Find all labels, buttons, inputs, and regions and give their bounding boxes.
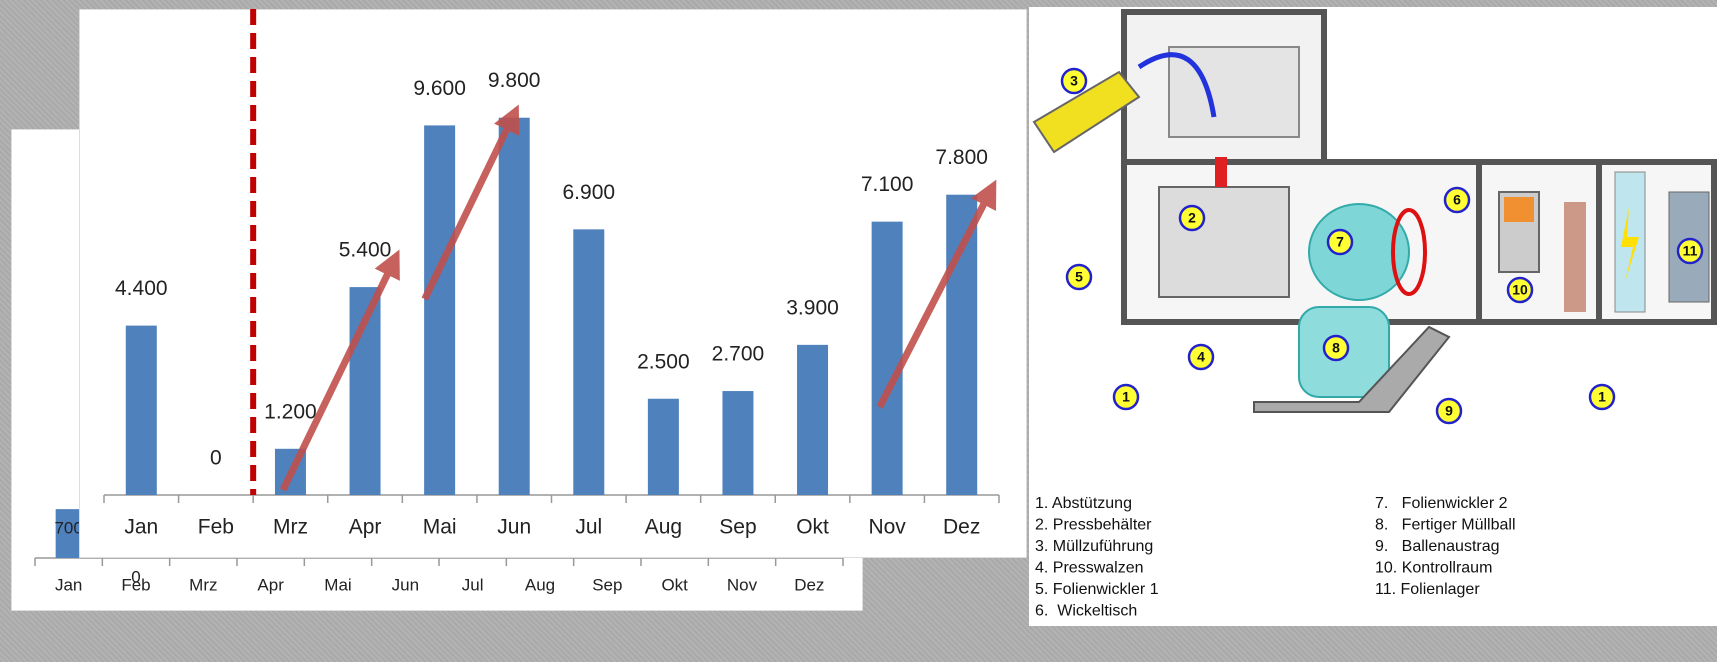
x-tick-label: Apr bbox=[349, 516, 382, 539]
x-tick-label: Dez bbox=[794, 575, 824, 594]
callout-number: 2 bbox=[1188, 210, 1196, 226]
x-tick-label: Nov bbox=[868, 516, 906, 539]
legend-item: 6. Wickeltisch bbox=[1035, 603, 1137, 620]
legend-item: 8. Fertiger Müllball bbox=[1375, 517, 1516, 534]
legend-item: 3. Müllzuführung bbox=[1035, 538, 1153, 555]
data-label: 9.600 bbox=[413, 77, 466, 100]
callout-circle bbox=[1060, 67, 1088, 95]
legend-item: 9. Ballenaustrag bbox=[1375, 538, 1500, 555]
legend-item: 5. Folienwickler 1 bbox=[1035, 581, 1159, 598]
callout-number: 3 bbox=[1070, 73, 1078, 89]
bar bbox=[424, 125, 456, 496]
x-tick-label: Sep bbox=[719, 516, 756, 539]
legend: 1. Abstützung 2. Pressbehälter 3. Müllzufü… bbox=[1035, 495, 1516, 620]
x-tick-label: Aug bbox=[525, 575, 555, 594]
bar bbox=[498, 117, 530, 495]
data-label: 9.800 bbox=[488, 69, 541, 92]
x-tick-label: Apr bbox=[257, 575, 284, 594]
data-label: 700 bbox=[54, 519, 82, 538]
callout-circle bbox=[1065, 263, 1093, 291]
legend-item: 10. Kontrollraum bbox=[1375, 560, 1492, 577]
x-tick-label: Feb bbox=[198, 516, 234, 539]
x-tick-label: Jan bbox=[55, 575, 82, 594]
data-label: 5.400 bbox=[339, 239, 392, 262]
callout-number: 11 bbox=[1683, 243, 1698, 259]
callout-circle bbox=[1322, 334, 1350, 362]
data-label: 2.500 bbox=[637, 350, 690, 373]
callout-circle bbox=[1326, 228, 1354, 256]
x-tick-label: Jun bbox=[497, 516, 531, 539]
trend-arrow bbox=[421, 104, 520, 301]
callout-circle bbox=[1676, 237, 1704, 265]
callout-number: 1 bbox=[1122, 389, 1130, 405]
legend-item: 7. Folienwickler 2 bbox=[1375, 495, 1508, 512]
bar bbox=[55, 509, 82, 558]
bar bbox=[125, 325, 157, 495]
legend-item: 4. Presswalzen bbox=[1035, 560, 1144, 577]
x-tick-label: Mai bbox=[324, 575, 351, 594]
x-tick-label: Mai bbox=[423, 516, 457, 539]
callout-number: 9 bbox=[1445, 403, 1453, 419]
x-tick-label: Sep bbox=[592, 575, 622, 594]
bar bbox=[797, 344, 829, 495]
x-tick-label: Jan bbox=[124, 516, 158, 539]
callout-circle bbox=[1588, 383, 1616, 411]
bar bbox=[647, 398, 679, 495]
legend-item: 1. Abstützung bbox=[1035, 495, 1132, 512]
data-label: 0 bbox=[131, 567, 140, 586]
chart-background bbox=[79, 9, 1027, 558]
x-tick-label: Mrz bbox=[189, 575, 217, 594]
x-tick-label: Jun bbox=[392, 575, 419, 594]
callout-number: 7 bbox=[1336, 234, 1344, 250]
x-tick-label: Jul bbox=[462, 575, 484, 594]
x-tick-label: Aug bbox=[645, 516, 682, 539]
x-tick-label: Jul bbox=[575, 516, 602, 539]
data-label: 2.700 bbox=[712, 343, 765, 366]
callout-number: 5 bbox=[1075, 269, 1083, 285]
x-tick-label: Dez bbox=[943, 516, 980, 539]
callout-circle bbox=[1178, 204, 1206, 232]
callout-number: 6 bbox=[1453, 192, 1461, 208]
data-label: 7.100 bbox=[861, 173, 914, 196]
x-tick-label: Nov bbox=[727, 575, 758, 594]
data-label: 6.900 bbox=[563, 181, 616, 204]
data-label: 1.200 bbox=[264, 400, 317, 423]
trend-arrow bbox=[876, 179, 997, 409]
callout-number: 8 bbox=[1332, 340, 1340, 356]
data-label: 0 bbox=[210, 447, 222, 470]
trend-arrow bbox=[279, 249, 400, 492]
x-tick-label: Mrz bbox=[273, 516, 308, 539]
callout-number: 1 bbox=[1598, 389, 1606, 405]
callout-number: 4 bbox=[1197, 349, 1205, 365]
bar bbox=[573, 229, 605, 495]
bar bbox=[722, 391, 754, 495]
legend-item: 2. Pressbehälter bbox=[1035, 517, 1152, 534]
front-chart: Jan 4.400 Feb 0 Mrz 1.200 Apr 5.400 Mai 9.600 Jun 9… bbox=[79, 9, 1027, 558]
callout-circle bbox=[1112, 383, 1140, 411]
callout-circle bbox=[1443, 186, 1471, 214]
x-tick-label: Okt bbox=[661, 575, 688, 594]
callout-circle bbox=[1187, 343, 1215, 371]
legend-item: 11. Folienlager bbox=[1375, 581, 1480, 598]
x-tick-label: Okt bbox=[796, 516, 829, 539]
data-label: 4.400 bbox=[115, 277, 168, 300]
callout-circle bbox=[1506, 276, 1534, 304]
data-label: 3.900 bbox=[786, 296, 839, 319]
callout-circle bbox=[1435, 397, 1463, 425]
callout-number: 10 bbox=[1512, 282, 1528, 298]
x-tick-label: Feb bbox=[121, 575, 150, 594]
data-label: 7.800 bbox=[935, 146, 988, 169]
bar bbox=[871, 221, 903, 495]
